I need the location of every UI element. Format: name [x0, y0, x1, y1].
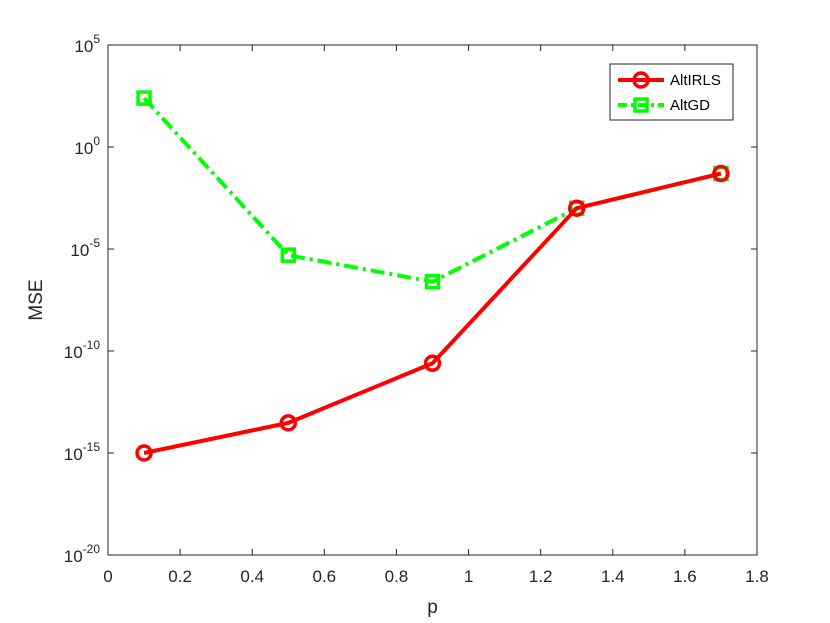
x-tick-label: 0.8: [385, 567, 409, 586]
data-point-altirls: [279, 414, 298, 432]
y-tick-label: 100: [74, 134, 100, 158]
x-tick-label: 1: [464, 567, 473, 586]
plot-box: [107, 44, 758, 556]
y-tick-label: 105: [74, 32, 100, 56]
x-tick-label: 1.8: [745, 567, 769, 586]
y-tick-label: 10-20: [64, 542, 101, 566]
y-tick-exponent: -15: [83, 440, 101, 454]
x-tick-label: 0: [103, 567, 112, 586]
x-axis-label: p: [427, 597, 438, 618]
legend-box: [609, 63, 734, 121]
data-point-altgd: [424, 273, 441, 290]
data-point-altirls: [423, 354, 442, 373]
y-tick-label: 10-10: [64, 338, 101, 362]
y-tick-exponent: -5: [89, 236, 100, 250]
plot-area: [107, 44, 758, 556]
y-tick-base: 10: [74, 37, 93, 56]
x-tick-label: 1.6: [673, 567, 697, 586]
y-tick-exponent: 5: [93, 32, 100, 46]
data-point-altgd: [136, 90, 152, 106]
axes: 0 0.2 0.4 0.6 0.8 1 1.2 1.4 1.6 1.810-2010-1510-1…: [26, 32, 769, 618]
legend-label-altirls: AltIRLS: [670, 72, 721, 89]
data-point-altirls: [567, 199, 586, 217]
y-tick-label: 10-5: [70, 236, 100, 260]
y-tick-exponent: -10: [83, 338, 101, 352]
legend-marker-altirls: [632, 71, 650, 89]
legend: AltIRLS AltGD: [609, 63, 734, 121]
y-tick-base: 10: [64, 343, 83, 362]
y-tick-label: 10-15: [64, 440, 101, 464]
x-tick-label: 1.4: [601, 567, 625, 586]
x-tick-label: 0.2: [168, 567, 192, 586]
data-point-altirls: [712, 164, 730, 183]
x-tick-label: 0.6: [313, 567, 337, 586]
y-tick-base: 10: [74, 139, 93, 158]
y-axis-label: MSE: [26, 279, 47, 320]
y-tick-base: 10: [70, 241, 89, 260]
data-point-altirls: [135, 444, 153, 462]
y-tick-exponent: -20: [83, 542, 101, 556]
y-tick-base: 10: [64, 445, 83, 464]
y-tick-base: 10: [64, 547, 83, 566]
y-tick-exponent: 0: [93, 134, 100, 148]
series-line-altirls: [143, 171, 722, 455]
data-series: [135, 90, 730, 462]
data-point-altgd: [280, 247, 297, 263]
x-tick-label: 1.2: [529, 567, 553, 586]
x-tick-label: 0.4: [240, 567, 264, 586]
legend-marker-altgd: [633, 97, 649, 113]
legend-label-altgd: AltGD: [670, 97, 710, 114]
